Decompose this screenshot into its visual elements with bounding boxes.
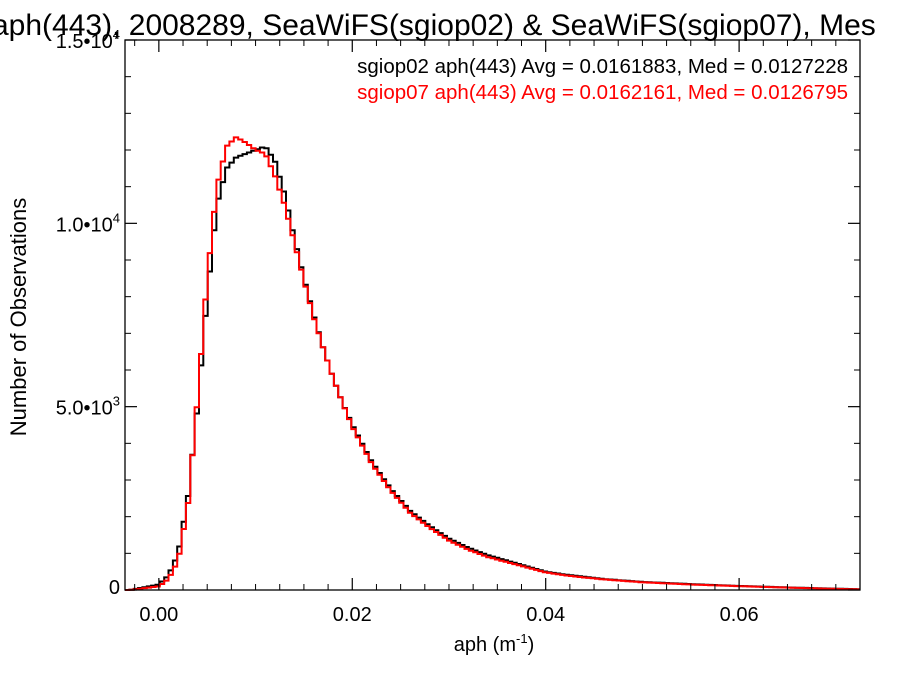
- y-tick-label: 0: [109, 577, 120, 599]
- x-tick-label: 0.04: [526, 604, 565, 626]
- legend-entry-sgiop07: sgiop07 aph(443) Avg = 0.0162161, Med = …: [357, 81, 848, 104]
- y-tick-label: 1.0•104: [56, 210, 120, 236]
- y-tick-label: 1.5•104: [56, 27, 120, 53]
- plot-frame: [124, 39, 861, 591]
- x-tick-label: 0.00: [139, 604, 178, 626]
- x-axis-label: aph (m-1): [454, 631, 534, 656]
- chart-title: aph(443), 2008289, SeaWiFS(sgiop02) & Se…: [0, 9, 876, 42]
- x-axis-label-end: ): [528, 634, 535, 656]
- y-tick-label: 5.0•103: [56, 394, 120, 420]
- plot-lines-group: [125, 136, 860, 591]
- y-axis-label: Number of Observations: [6, 198, 31, 436]
- x-tick-label: 0.02: [333, 604, 372, 626]
- axis-labels-group: 0.00 0.02 0.04 0.06 0 5.0•103 1.0•104 1.5•104: [56, 27, 759, 626]
- axis-ticks-group: [125, 39, 860, 591]
- legend-entry-sgiop02: sgiop02 aph(443) Avg = 0.0161883, Med = …: [357, 55, 848, 78]
- x-axis-label-sup: -1: [516, 631, 528, 646]
- x-axis-label-main: aph (m: [454, 634, 516, 656]
- series-line-sgiop02: [125, 146, 860, 591]
- series-line-sgiop07: [125, 136, 860, 591]
- x-tick-label: 0.06: [720, 604, 759, 626]
